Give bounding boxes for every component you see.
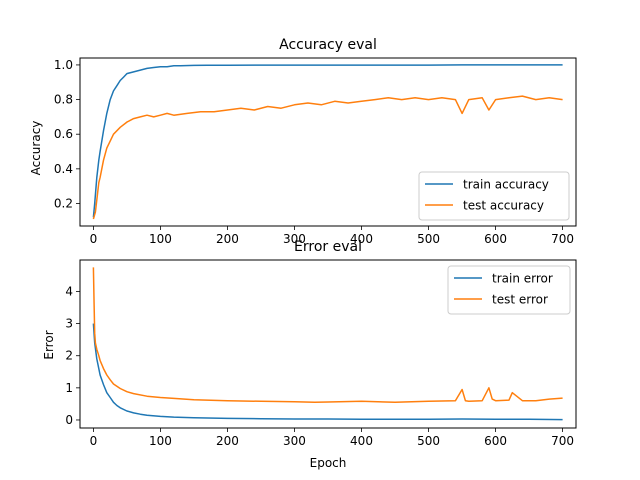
accuracy-ytick-label: 1.0 bbox=[54, 58, 73, 72]
error-ytick-label: 1 bbox=[65, 381, 73, 395]
error-series-test-error bbox=[92, 267, 563, 404]
accuracy-legend-test-label: test accuracy bbox=[463, 199, 544, 213]
error-plot: Error eval Error Epoch 0 100 200 300 400 500 6… bbox=[42, 239, 577, 470]
error-ytick-label: 0 bbox=[65, 413, 73, 427]
accuracy-ytick-label: 0.4 bbox=[54, 162, 73, 176]
error-plot-frame bbox=[79, 259, 577, 429]
accuracy-xtick-label: 500 bbox=[417, 232, 440, 246]
error-xtick-label: 300 bbox=[283, 434, 306, 448]
accuracy-plot-ylabel: Accuracy bbox=[29, 121, 43, 176]
accuracy-legend: train accuracy test accuracy bbox=[418, 171, 570, 221]
error-legend: train error test error bbox=[447, 265, 571, 315]
accuracy-xtick-label: 400 bbox=[350, 232, 373, 246]
accuracy-xtick-label: 200 bbox=[216, 232, 239, 246]
error-series-train-error bbox=[92, 323, 563, 421]
error-xtick-label: 200 bbox=[216, 434, 239, 448]
accuracy-series-test-accuracy bbox=[92, 95, 563, 220]
accuracy-legend-train-label: train accuracy bbox=[463, 178, 549, 192]
accuracy-ticks: 0 100 200 300 400 500 600 700 0.2 0.4 0.6 0.8 1.0 bbox=[54, 58, 574, 246]
error-legend-test-label: test error bbox=[492, 293, 548, 307]
accuracy-xtick-label: 100 bbox=[149, 232, 172, 246]
error-xtick-label: 400 bbox=[350, 434, 373, 448]
accuracy-xtick-label: 700 bbox=[551, 232, 574, 246]
accuracy-plot-frame bbox=[79, 57, 577, 227]
accuracy-ytick-label: 0.8 bbox=[54, 93, 73, 107]
accuracy-xtick-label: 0 bbox=[90, 232, 98, 246]
error-xtick-label: 700 bbox=[551, 434, 574, 448]
error-ticks: 0 100 200 300 400 500 600 700 0 1 2 3 4 bbox=[65, 284, 574, 448]
accuracy-plot: Accuracy eval Accuracy 0 100 200 300 400 500 6… bbox=[29, 37, 577, 246]
error-series-layer bbox=[92, 267, 563, 421]
accuracy-ytick-label: 0.2 bbox=[54, 196, 73, 210]
error-xtick-label: 0 bbox=[90, 434, 98, 448]
error-ytick-label: 3 bbox=[65, 317, 73, 331]
accuracy-ytick-label: 0.6 bbox=[54, 127, 73, 141]
accuracy-xtick-label: 300 bbox=[283, 232, 306, 246]
error-legend-train-label: train error bbox=[492, 272, 553, 286]
accuracy-xtick-label: 600 bbox=[484, 232, 507, 246]
accuracy-series-train-accuracy bbox=[92, 64, 563, 218]
accuracy-legend-box bbox=[418, 171, 570, 221]
accuracy-plot-title: Accuracy eval bbox=[279, 37, 377, 53]
error-xtick-label: 100 bbox=[149, 434, 172, 448]
error-ytick-label: 4 bbox=[65, 284, 73, 298]
accuracy-series-layer bbox=[92, 64, 563, 220]
error-plot-title: Error eval bbox=[294, 239, 362, 255]
error-plot-ylabel: Error bbox=[42, 330, 56, 359]
error-ytick-label: 2 bbox=[65, 349, 73, 363]
error-xtick-label: 500 bbox=[417, 434, 440, 448]
error-xtick-label: 600 bbox=[484, 434, 507, 448]
error-plot-xlabel: Epoch bbox=[310, 456, 347, 470]
